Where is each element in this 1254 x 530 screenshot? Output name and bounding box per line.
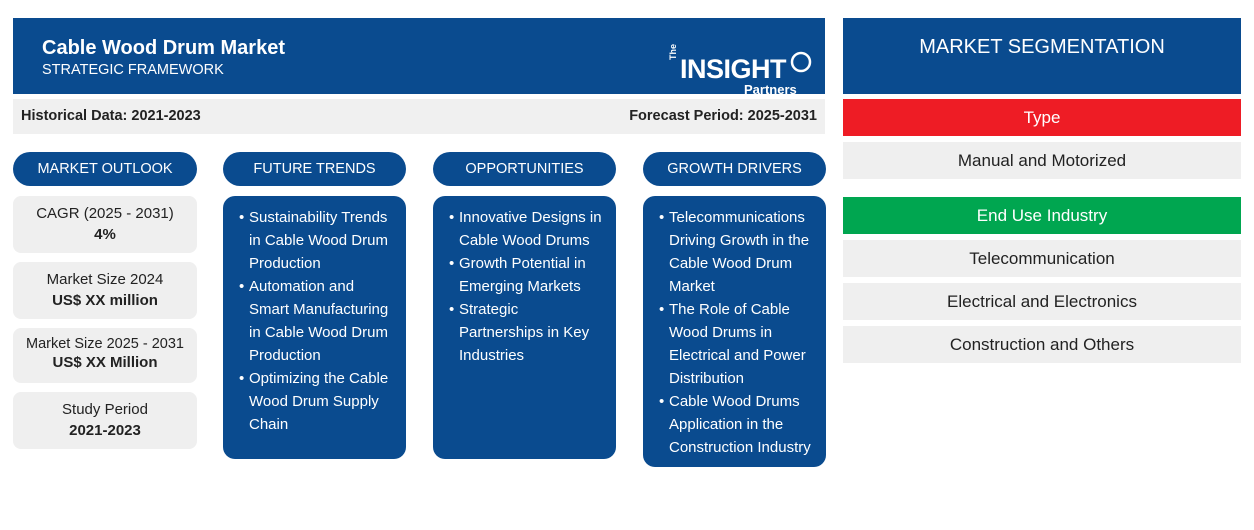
study-period-value: 2021-2023 xyxy=(69,422,141,439)
period-bar: Historical Data: 2021-2023 Forecast Peri… xyxy=(13,99,825,134)
segment-item: Telecommunication xyxy=(843,240,1241,277)
report-title: Cable Wood Drum Market xyxy=(42,37,285,59)
market-size-forecast-value: US$ XX Million xyxy=(52,354,158,371)
report-header: Cable Wood Drum Market STRATEGIC FRAMEWO… xyxy=(13,18,825,97)
growth-drivers-card: Telecommunications Driving Growth in the… xyxy=(643,196,826,467)
logo-bulb-icon xyxy=(790,51,812,73)
market-size-2024-value: US$ XX million xyxy=(52,292,158,309)
market-outlook-heading: MARKET OUTLOOK xyxy=(13,152,197,186)
logo-partners-text: Partners xyxy=(744,82,797,97)
market-segmentation-heading: MARKET SEGMENTATION xyxy=(843,18,1241,94)
trend-item: Optimizing the Cable Wood Drum Supply Ch… xyxy=(239,367,394,436)
market-size-2024-stat: Market Size 2024 US$ XX million xyxy=(13,262,197,319)
logo-the-text: The xyxy=(668,43,678,60)
market-size-forecast-label: Market Size 2025 - 2031 xyxy=(26,336,184,352)
segment-item: Construction and Others xyxy=(843,326,1241,363)
cagr-label: CAGR (2025 - 2031) xyxy=(36,205,174,222)
opportunity-item: Strategic Partnerships in Key Industries xyxy=(449,298,604,367)
opportunity-item: Growth Potential in Emerging Markets xyxy=(449,252,604,298)
study-period-stat: Study Period 2021-2023 xyxy=(13,392,197,449)
opportunities-card: Innovative Designs in Cable Wood Drums G… xyxy=(433,196,616,459)
market-size-2024-label: Market Size 2024 xyxy=(46,271,164,288)
segment-end-use-header: End Use Industry xyxy=(843,197,1241,234)
opportunities-heading: OPPORTUNITIES xyxy=(433,152,616,186)
study-period-label: Study Period xyxy=(62,401,148,418)
insight-partners-logo: The INSIGHT Partners xyxy=(668,38,828,100)
logo-insight-text: INSIGHT xyxy=(680,54,787,84)
cagr-value: 4% xyxy=(94,226,116,243)
segment-item: Manual and Motorized xyxy=(843,142,1241,179)
trend-item: Sustainability Trends in Cable Wood Drum… xyxy=(239,206,394,275)
opportunity-item: Innovative Designs in Cable Wood Drums xyxy=(449,206,604,252)
future-trends-heading: FUTURE TRENDS xyxy=(223,152,406,186)
segment-item: Electrical and Electronics xyxy=(843,283,1241,320)
forecast-period-label: Forecast Period: 2025-2031 xyxy=(629,108,817,124)
driver-item: Telecommunications Driving Growth in the… xyxy=(659,206,814,298)
historical-data-label: Historical Data: 2021-2023 xyxy=(21,108,201,124)
segment-type-header: Type xyxy=(843,99,1241,136)
report-subtitle: STRATEGIC FRAMEWORK xyxy=(42,62,224,78)
future-trends-card: Sustainability Trends in Cable Wood Drum… xyxy=(223,196,406,459)
market-size-forecast-stat: Market Size 2025 - 2031 US$ XX Million xyxy=(13,328,197,383)
cagr-stat: CAGR (2025 - 2031) 4% xyxy=(13,196,197,253)
trend-item: Automation and Smart Manufacturing in Ca… xyxy=(239,275,394,367)
growth-drivers-heading: GROWTH DRIVERS xyxy=(643,152,826,186)
driver-item: Cable Wood Drums Application in the Cons… xyxy=(659,390,814,459)
driver-item: The Role of Cable Wood Drums in Electric… xyxy=(659,298,814,390)
